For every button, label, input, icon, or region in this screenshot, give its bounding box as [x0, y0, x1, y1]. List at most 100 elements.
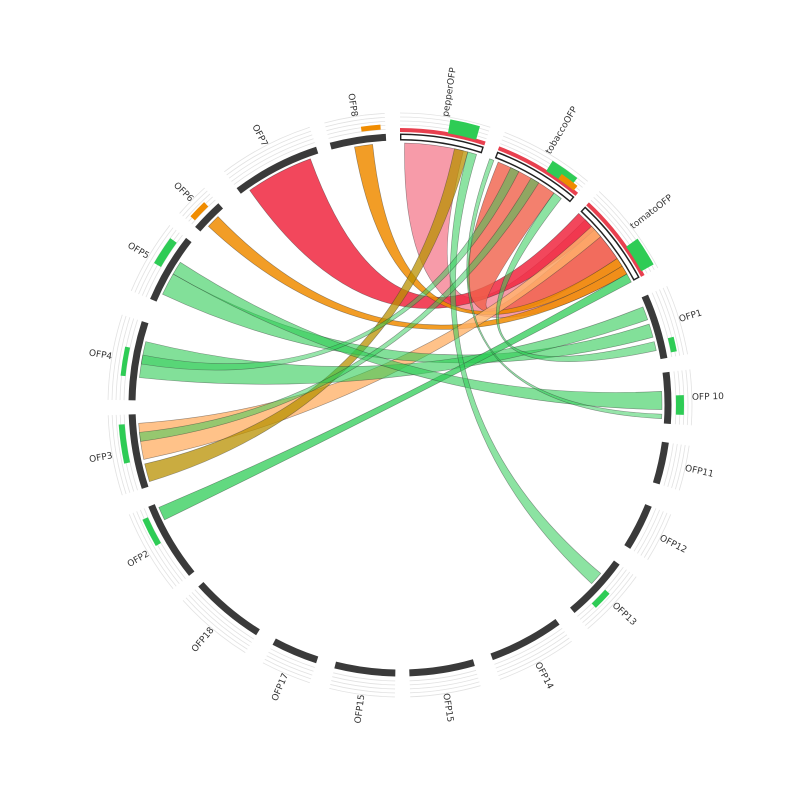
track: [498, 637, 570, 677]
track: [598, 191, 659, 269]
ribbon: [207, 216, 628, 330]
track: [332, 676, 396, 686]
track: [185, 193, 211, 219]
track: [659, 289, 681, 356]
track: [675, 445, 686, 490]
ribbon: [466, 158, 663, 420]
segment: [582, 208, 638, 279]
ribbon: [354, 144, 623, 315]
ribbon: [249, 158, 596, 309]
track-bar: [142, 517, 161, 546]
track: [633, 508, 657, 552]
track: [667, 443, 678, 487]
track: [655, 290, 677, 357]
track: [587, 576, 637, 629]
track-bar: [118, 424, 131, 464]
segments: [118, 119, 684, 677]
track: [128, 514, 174, 590]
segment: [195, 203, 224, 232]
segment: [624, 504, 652, 549]
segment: [652, 441, 669, 485]
track: [191, 592, 252, 643]
track-bar: [360, 124, 381, 132]
track: [231, 138, 314, 182]
track: [399, 116, 490, 132]
segment: [401, 135, 483, 152]
track: [666, 286, 688, 355]
track: [326, 120, 386, 132]
track: [115, 414, 131, 493]
segment-band: [497, 146, 579, 196]
track-bar: [626, 238, 654, 272]
track-bar: [591, 589, 610, 608]
track: [268, 651, 314, 672]
segment-label: OFP18: [190, 626, 217, 655]
track: [111, 315, 127, 400]
track: [499, 640, 572, 680]
segment-label: OFP13: [610, 601, 638, 628]
ribbon: [449, 151, 602, 585]
track: [331, 680, 396, 690]
track: [399, 120, 488, 136]
track-bar: [190, 202, 209, 221]
track: [329, 687, 395, 698]
segment-label: tomatoOFP: [629, 193, 675, 232]
segment-label: OFP8: [345, 93, 359, 118]
track: [643, 512, 668, 558]
segment-band: [399, 128, 486, 146]
track: [182, 190, 208, 217]
track: [330, 684, 395, 694]
segment: [662, 371, 672, 424]
track: [647, 514, 672, 560]
track: [399, 124, 487, 140]
track: [689, 369, 693, 426]
track: [409, 673, 478, 686]
track: [194, 589, 254, 640]
track: [182, 600, 246, 653]
segment-label: OFP4: [88, 349, 113, 363]
track: [501, 139, 583, 188]
track: [270, 648, 315, 668]
track: [130, 224, 171, 292]
segment: [198, 581, 260, 636]
track: [503, 135, 586, 185]
track: [228, 134, 313, 179]
track: [115, 317, 131, 401]
track: [224, 126, 310, 173]
segment-label: pepperOFP: [441, 66, 459, 117]
segment: [409, 659, 475, 677]
track: [134, 227, 174, 293]
ribbon: [139, 177, 540, 442]
segment: [148, 504, 195, 576]
ribbon: [144, 148, 469, 482]
segment: [490, 618, 560, 661]
ribbon: [158, 273, 632, 521]
track: [662, 287, 685, 356]
segment: [150, 237, 192, 302]
track: [496, 634, 568, 673]
track: [504, 132, 588, 182]
track: [179, 187, 205, 214]
track: [262, 662, 310, 684]
track: [188, 594, 250, 647]
track-bar: [546, 160, 578, 188]
track: [111, 415, 127, 495]
track: [409, 669, 477, 682]
segment: [329, 133, 387, 150]
segment: [496, 153, 573, 201]
segment-band: [586, 202, 645, 277]
track-bar: [667, 336, 677, 353]
ribbon: [140, 167, 520, 371]
track: [143, 508, 186, 579]
track: [136, 511, 180, 584]
segment-label: OFP17: [270, 672, 291, 703]
track: [678, 445, 690, 491]
segment-label: OFP3: [89, 451, 114, 465]
track: [324, 113, 385, 124]
track: [107, 415, 123, 496]
track-bar: [154, 238, 177, 268]
track: [132, 512, 177, 587]
segment-label: OFP15: [440, 693, 454, 723]
track: [410, 681, 480, 694]
